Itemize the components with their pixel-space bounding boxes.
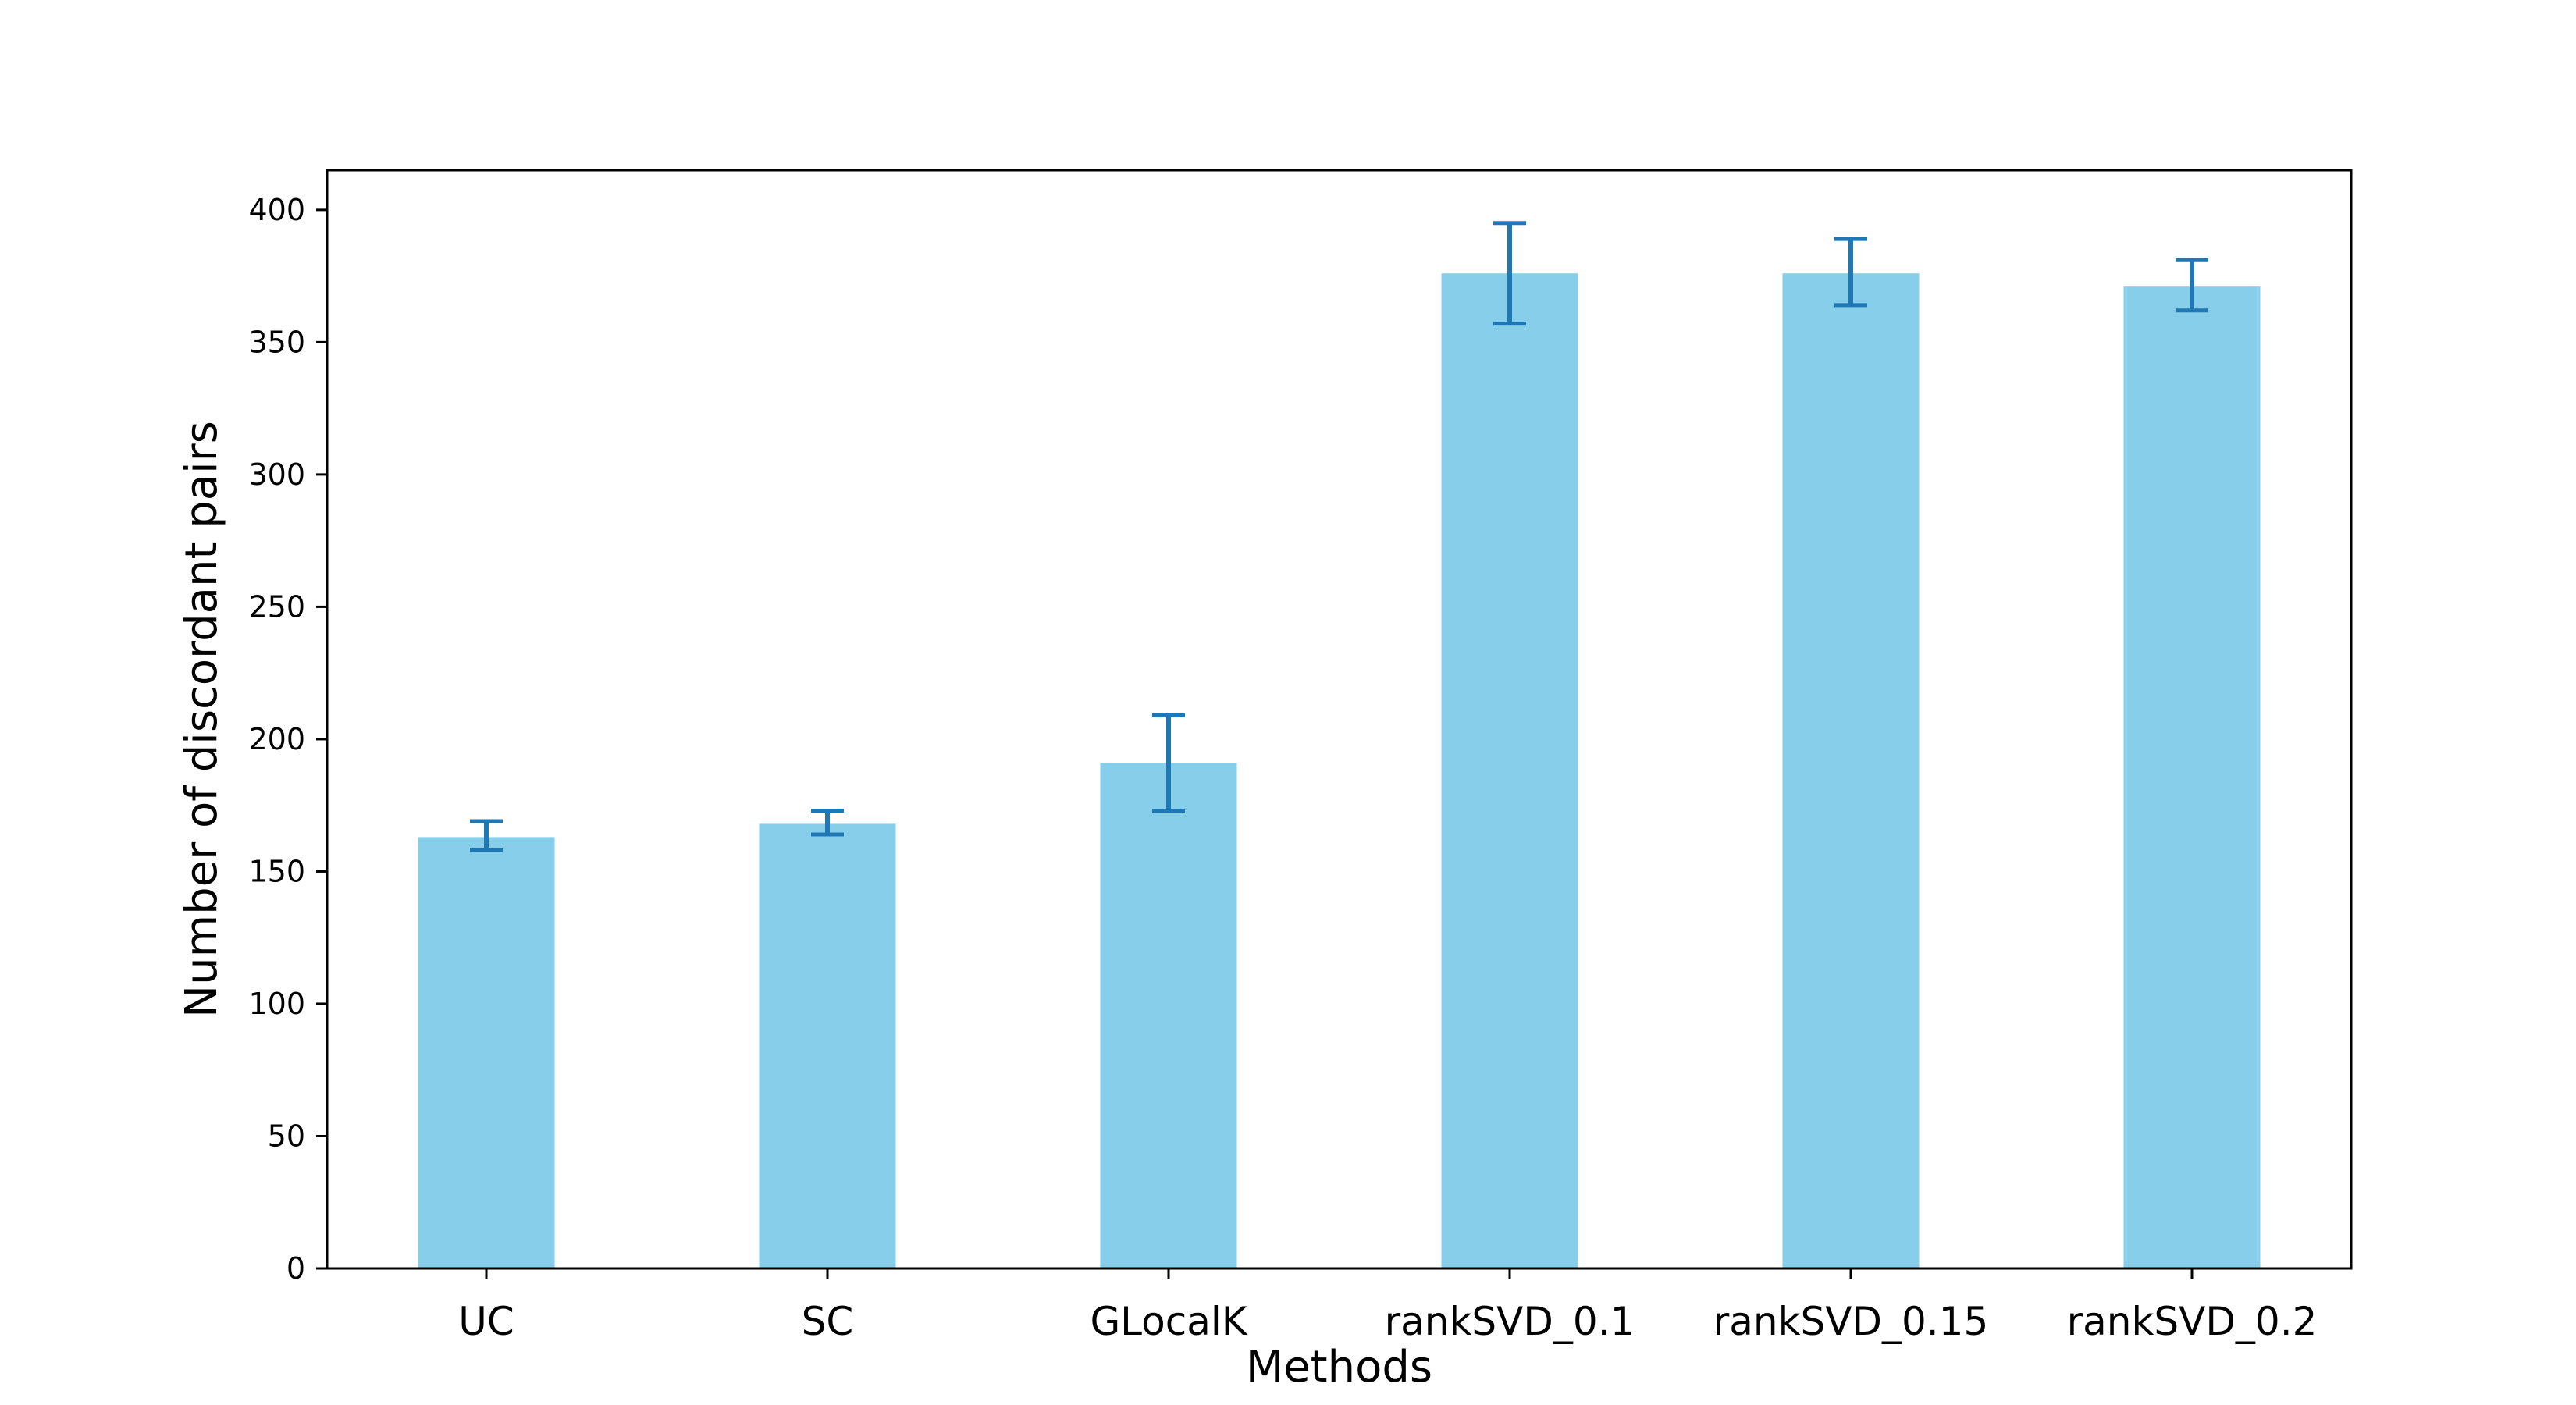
y-tick-label: 300 bbox=[248, 457, 305, 492]
x-tick-label: UC bbox=[458, 1299, 514, 1344]
bar-ranksvd-0-15 bbox=[1782, 273, 1920, 1268]
bar-uc bbox=[418, 837, 555, 1268]
y-tick-label: 400 bbox=[248, 193, 305, 227]
plot-frame bbox=[326, 169, 2353, 1270]
x-axis-title: Methods bbox=[1246, 1342, 1432, 1393]
y-tick-label: 350 bbox=[248, 325, 305, 359]
y-tick-label: 50 bbox=[268, 1119, 305, 1153]
error-bar bbox=[1152, 713, 1185, 813]
y-tick-label: 100 bbox=[248, 987, 305, 1021]
error-bar bbox=[1834, 237, 1867, 308]
y-tick-label: 250 bbox=[248, 589, 305, 624]
error-bar bbox=[470, 819, 503, 852]
error-bar bbox=[811, 808, 844, 837]
x-tick-label: SC bbox=[802, 1299, 854, 1344]
y-axis-ticks: 0 50 100 150 200 250 300 350 400 bbox=[248, 193, 327, 1286]
y-tick-label: 150 bbox=[248, 854, 305, 888]
x-tick-label: GLocalK bbox=[1090, 1299, 1247, 1344]
x-axis-ticks: UC SC GLocalK rankSVD_0.1 rankSVD_0.15 rankSV… bbox=[458, 1268, 2317, 1344]
x-tick-label: rankSVD_0.2 bbox=[2067, 1299, 2318, 1344]
bar-glocalk bbox=[1100, 763, 1237, 1268]
error-bar bbox=[2176, 258, 2208, 313]
x-tick-label: rankSVD_0.1 bbox=[1385, 1299, 1635, 1344]
y-tick-label: 0 bbox=[286, 1251, 305, 1286]
error-bars-layer bbox=[470, 221, 2208, 852]
bar-ranksvd-0-2 bbox=[2123, 286, 2261, 1268]
bars-layer bbox=[418, 273, 2261, 1268]
y-tick-label: 200 bbox=[248, 722, 305, 756]
bar-sc bbox=[759, 823, 896, 1268]
y-axis-title: Number of discordant pairs bbox=[176, 421, 227, 1018]
x-tick-label: rankSVD_0.15 bbox=[1713, 1299, 1989, 1344]
bar-ranksvd-0-1 bbox=[1441, 273, 1578, 1268]
error-bar bbox=[1493, 221, 1526, 326]
